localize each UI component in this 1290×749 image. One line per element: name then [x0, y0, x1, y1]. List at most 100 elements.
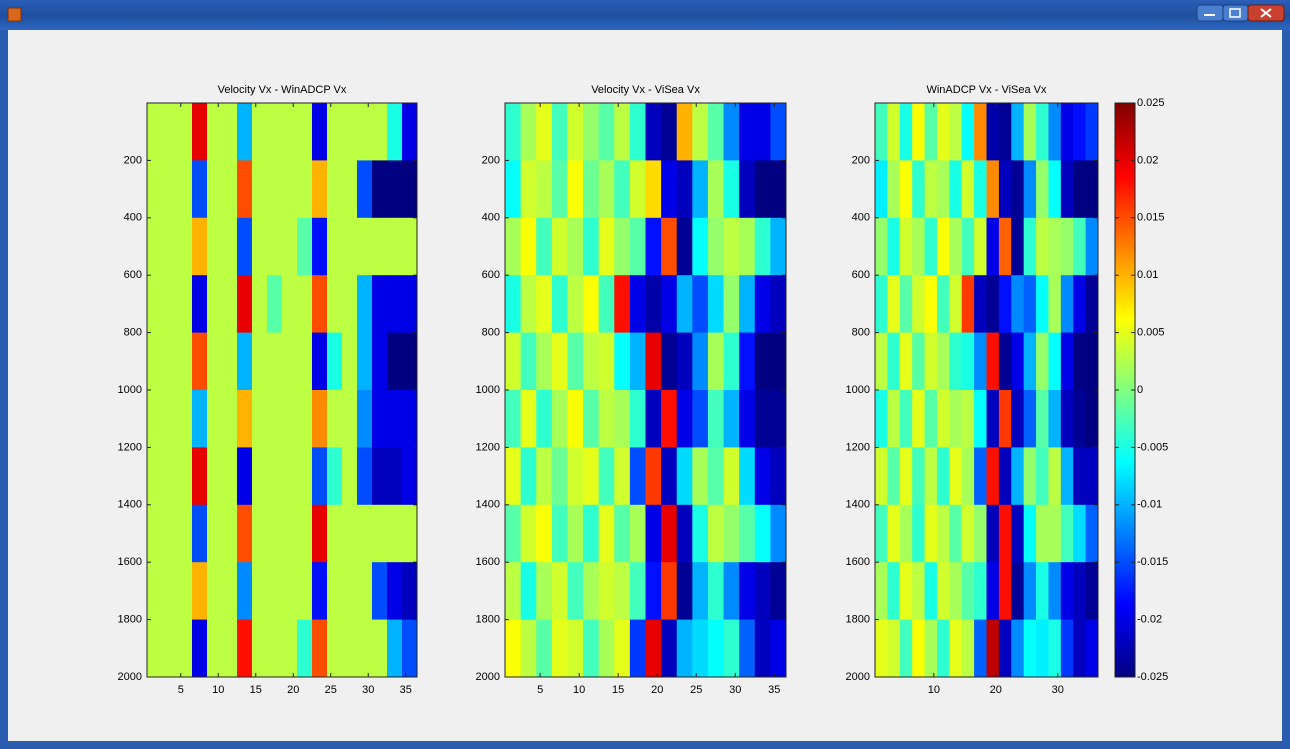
heatmap-cell [1073, 562, 1087, 620]
x-tick-label: 10 [573, 684, 585, 696]
y-tick-label: 800 [852, 327, 870, 339]
heatmap-cell [1085, 504, 1099, 563]
heatmap-cell [998, 447, 1012, 506]
heatmap-cell [1048, 332, 1062, 391]
heatmap-cell [297, 447, 313, 506]
heatmap-cell [770, 103, 787, 161]
y-tick-label: 400 [124, 212, 142, 224]
heatmap-cell [1048, 160, 1062, 219]
heatmap-cell [177, 619, 193, 678]
heatmap-cell [912, 275, 925, 333]
heatmap-cell [1023, 217, 1037, 276]
heatmap-cell [974, 447, 987, 506]
plots: Velocity Vx - WinADCP Vx2004006008001000… [118, 84, 1169, 696]
heatmap-cell [1036, 390, 1049, 448]
heatmap-cell [723, 217, 740, 276]
close-glyph [1260, 8, 1272, 18]
heatmap-cell [974, 390, 987, 448]
heatmap-cell [1060, 103, 1074, 161]
heatmap-cell [402, 504, 418, 563]
heatmap-cell [645, 504, 662, 563]
x-tick-label: 5 [537, 684, 543, 696]
colorbar-tick-label: 0.005 [1137, 327, 1165, 339]
heatmap-cell [739, 160, 756, 219]
heatmap-cell [252, 447, 268, 506]
heatmap-cell [676, 562, 693, 620]
heatmap-cell [645, 160, 662, 219]
minimize-button[interactable] [1196, 4, 1224, 22]
heatmap-cell [614, 103, 631, 161]
maximize-button[interactable] [1222, 4, 1249, 22]
heatmap-cell [551, 275, 568, 333]
heatmap-cell [402, 275, 418, 333]
heatmap-cell [875, 619, 888, 678]
heatmap-cell [1073, 332, 1087, 391]
heatmap-cell [282, 504, 298, 563]
heatmap-cell [899, 275, 913, 333]
heatmap-cell [754, 390, 771, 448]
heatmap-cell [924, 447, 938, 506]
heatmap-cell [739, 332, 756, 391]
heatmap-cell [676, 390, 693, 448]
y-tick-label: 1000 [476, 384, 500, 396]
y-tick-label: 2000 [846, 671, 870, 683]
heatmap-cell [661, 332, 678, 391]
heatmap-cell [267, 332, 283, 391]
heatmap-cell [961, 504, 975, 563]
heatmap-cell [536, 562, 553, 620]
heatmap-cell [1085, 160, 1099, 219]
heatmap-cell [1011, 562, 1025, 620]
heatmap-cell [567, 275, 584, 333]
y-tick-label: 1800 [118, 614, 142, 626]
heatmap-cell [1048, 504, 1062, 563]
heatmap-cell [192, 619, 208, 678]
heatmap-cell [723, 562, 740, 620]
heatmap-cell [961, 275, 975, 333]
heatmap-cell [342, 447, 358, 506]
y-tick-label: 1400 [846, 499, 870, 511]
heatmap-cell [661, 103, 678, 161]
heatmap-cell [707, 160, 724, 219]
heatmap-cell [692, 217, 709, 276]
heatmap-cell [692, 562, 709, 620]
heatmap-cell [723, 447, 740, 506]
heatmap-cell [267, 103, 283, 161]
heatmap-cell [282, 390, 298, 448]
heatmap-cell [899, 217, 913, 276]
heatmap-cell [1085, 619, 1099, 678]
heatmap-cell [536, 619, 553, 678]
heatmap-cell [162, 103, 178, 161]
heatmap-cell [949, 217, 963, 276]
heatmap-cell [723, 390, 740, 448]
heatmap-cell [1085, 332, 1099, 391]
heatmap-cell [875, 160, 888, 219]
heatmap-cell [536, 103, 553, 161]
heatmap-cell [327, 275, 343, 333]
heatmap-cell [676, 103, 693, 161]
heatmap-cell [147, 562, 163, 620]
heatmap-cell [887, 217, 901, 276]
app-icon[interactable] [7, 7, 22, 22]
heatmap-cell [692, 103, 709, 161]
heatmap-cell [629, 504, 646, 563]
heatmap-cell [924, 390, 938, 448]
heatmap-cell [551, 217, 568, 276]
heatmap-cell [327, 562, 343, 620]
heatmap-cell [739, 275, 756, 333]
heatmap-cell [162, 332, 178, 391]
heatmap-cell [739, 504, 756, 563]
heatmap-cell [237, 504, 253, 563]
heatmap-cell [536, 390, 553, 448]
heatmap-cell [207, 103, 223, 161]
heatmap-cell [252, 275, 268, 333]
heatmap-cell [567, 217, 584, 276]
heatmap-cell [207, 332, 223, 391]
heatmap-cell [372, 217, 388, 276]
heatmap-cell [754, 619, 771, 678]
y-tick-label: 1600 [476, 556, 500, 568]
heatmap-cell [372, 160, 388, 219]
heatmap-cell [312, 275, 328, 333]
heatmap-cell [327, 619, 343, 678]
heatmap-cell [899, 447, 913, 506]
heatmap-cell [676, 504, 693, 563]
